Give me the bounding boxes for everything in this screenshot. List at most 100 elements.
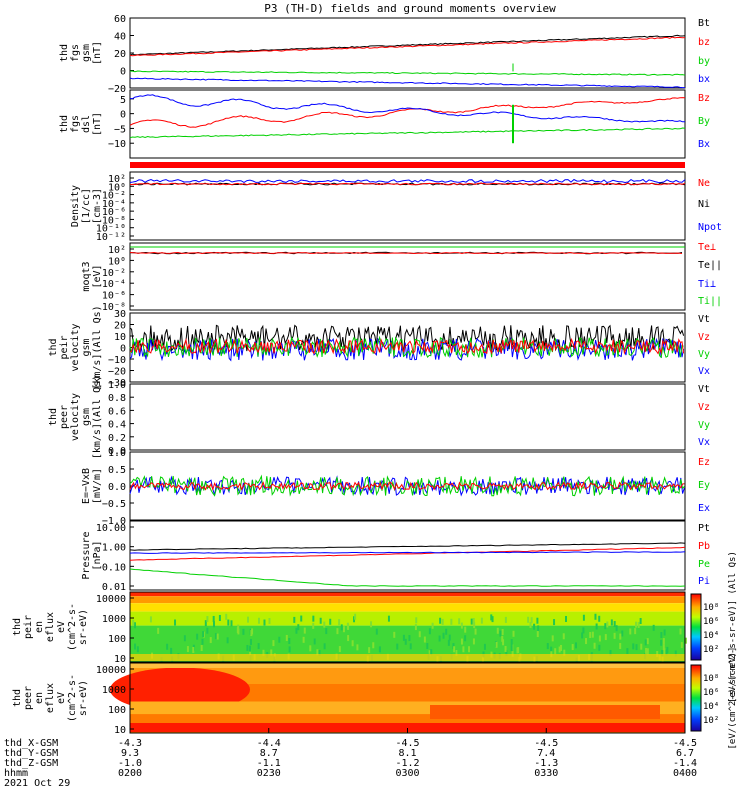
legend-Vt: Vt — [698, 384, 710, 395]
y-tick-label: 0.2 — [108, 433, 126, 444]
spectrogram-cell — [468, 646, 471, 653]
spectrogram-cell — [604, 623, 607, 630]
spectrogram-cell — [318, 650, 321, 657]
spectrogram-band — [130, 723, 685, 732]
y-axis-label-line: [km/s](All Qs) — [92, 305, 103, 389]
spectrogram-cell — [209, 637, 212, 644]
spectrogram-cell — [637, 621, 640, 628]
spectrogram-cell — [505, 650, 508, 657]
y-tick-label: 10⁻¹⁰ — [96, 224, 126, 235]
spectrogram-cell — [378, 646, 381, 653]
spectrogram-cell — [402, 634, 405, 641]
series-Npot — [129, 178, 686, 184]
y-tick-label: 0.0 — [108, 482, 126, 493]
spectrogram-cell — [571, 644, 574, 651]
spectrogram-cell — [529, 621, 532, 628]
spectrogram-peir_spec — [130, 592, 687, 664]
spectrogram-cell — [368, 647, 371, 654]
spectrogram-cell — [474, 628, 477, 635]
legend-Pi: Pi — [698, 576, 710, 587]
spectrogram-cell — [278, 636, 281, 643]
y-tick-label: 100 — [108, 634, 126, 645]
spectrogram-cell — [501, 629, 504, 636]
y-axis-label-line: [km/s](All Qs) — [92, 375, 103, 459]
y-tick-label: 10⁻² — [102, 268, 126, 279]
x-tick-label-t: 0230 — [257, 768, 281, 779]
spectrogram-cell — [562, 633, 565, 640]
spectrogram-cell — [426, 643, 429, 650]
spectrogram-cell — [591, 631, 594, 638]
y-axis-label-line: en — [34, 692, 45, 704]
panel-peer_velocity: 1.0 0.8 0.6 0.4 0.2 0.0 thd peer velocity gsm [km/… — [48, 375, 710, 459]
spectrogram-cell — [550, 646, 553, 653]
spectrogram-cell — [645, 647, 648, 654]
x-tick-label-z: -1.3 — [534, 758, 558, 769]
panel-frame — [129, 383, 686, 451]
spectrogram-cell — [237, 624, 240, 631]
legend-Vx: Vx — [698, 366, 710, 377]
series-Bz — [129, 97, 686, 128]
spectrogram-cell — [563, 649, 566, 656]
spectrogram-cell — [598, 635, 601, 642]
y-tick-label: 10⁻⁶ — [102, 207, 126, 218]
y-tick-label: −30 — [108, 378, 126, 389]
spectrogram-cell — [248, 645, 251, 652]
spectrogram-cell — [312, 622, 315, 629]
y-tick-label: 100 — [108, 705, 126, 716]
spectrogram-cell — [313, 638, 316, 645]
spectrogram-cell — [272, 640, 275, 647]
y-axis-label-line: [mV/m] — [92, 468, 103, 504]
panel-frame — [129, 171, 686, 241]
spectrogram-cell — [404, 638, 407, 645]
spectrogram-cell — [200, 644, 203, 651]
spectrogram-cell — [593, 642, 596, 649]
y-tick-label: 0.6 — [108, 406, 126, 417]
series-bz — [129, 36, 686, 57]
spectrogram-cell — [370, 621, 373, 628]
colorbar-tick: 10⁸ — [703, 603, 719, 613]
spectrogram-cell — [346, 622, 349, 629]
spectrogram-cell — [537, 625, 540, 632]
spectrogram-cell — [527, 616, 530, 623]
y-tick-label: 1000 — [102, 614, 126, 625]
y-tick-label: 10 — [114, 725, 126, 736]
colorbar-tick: 10⁸ — [703, 674, 719, 684]
spectrogram-cell — [325, 628, 328, 635]
legend-Te||: Te|| — [698, 260, 722, 271]
spectrogram-cell — [472, 618, 475, 625]
spectrogram-cell — [661, 649, 664, 656]
spectrogram-cell — [393, 631, 396, 638]
spectrogram-cell — [613, 632, 616, 639]
panel-frame — [129, 520, 686, 591]
spectrogram-cell — [439, 617, 442, 624]
spectrogram-cell — [462, 646, 465, 653]
spectrogram-cell — [441, 618, 444, 625]
spectrogram-cell — [196, 633, 199, 640]
y-tick-label: −5 — [114, 124, 126, 135]
spectrogram-cell — [288, 646, 291, 653]
spectrogram-cell — [409, 643, 412, 650]
y-tick-label: 10000 — [96, 594, 126, 605]
spectrogram-cell — [356, 644, 359, 651]
y-axis-label-line: thd — [59, 115, 70, 133]
series-by — [130, 70, 686, 76]
y-tick-label: −20 — [108, 84, 126, 95]
x-tick-label-x: -4.5 — [534, 738, 558, 749]
y-axis-label-line: [eV] — [92, 264, 103, 288]
spectrogram-cell — [565, 615, 568, 622]
legend-Ni: Ni — [698, 199, 710, 210]
y-axis-label-line: thd — [12, 618, 23, 636]
legend-Bz: Bz — [698, 93, 710, 104]
spectrogram-cell — [183, 635, 186, 642]
spectrogram-cell — [340, 624, 343, 631]
spectrogram-cell — [635, 644, 638, 651]
spectrogram-cell — [206, 627, 209, 634]
spectrogram-cell — [632, 643, 635, 650]
y-axis-label-line: eflux — [45, 683, 56, 713]
y-tick-label: 10⁻¹² — [96, 232, 126, 243]
y-axis-label: thd peir en eflux eV (cm^2-s-sr-eV) — [12, 603, 89, 651]
panel-frame — [129, 312, 686, 383]
y-axis-label: E=−VxB [mV/m] — [81, 468, 103, 504]
